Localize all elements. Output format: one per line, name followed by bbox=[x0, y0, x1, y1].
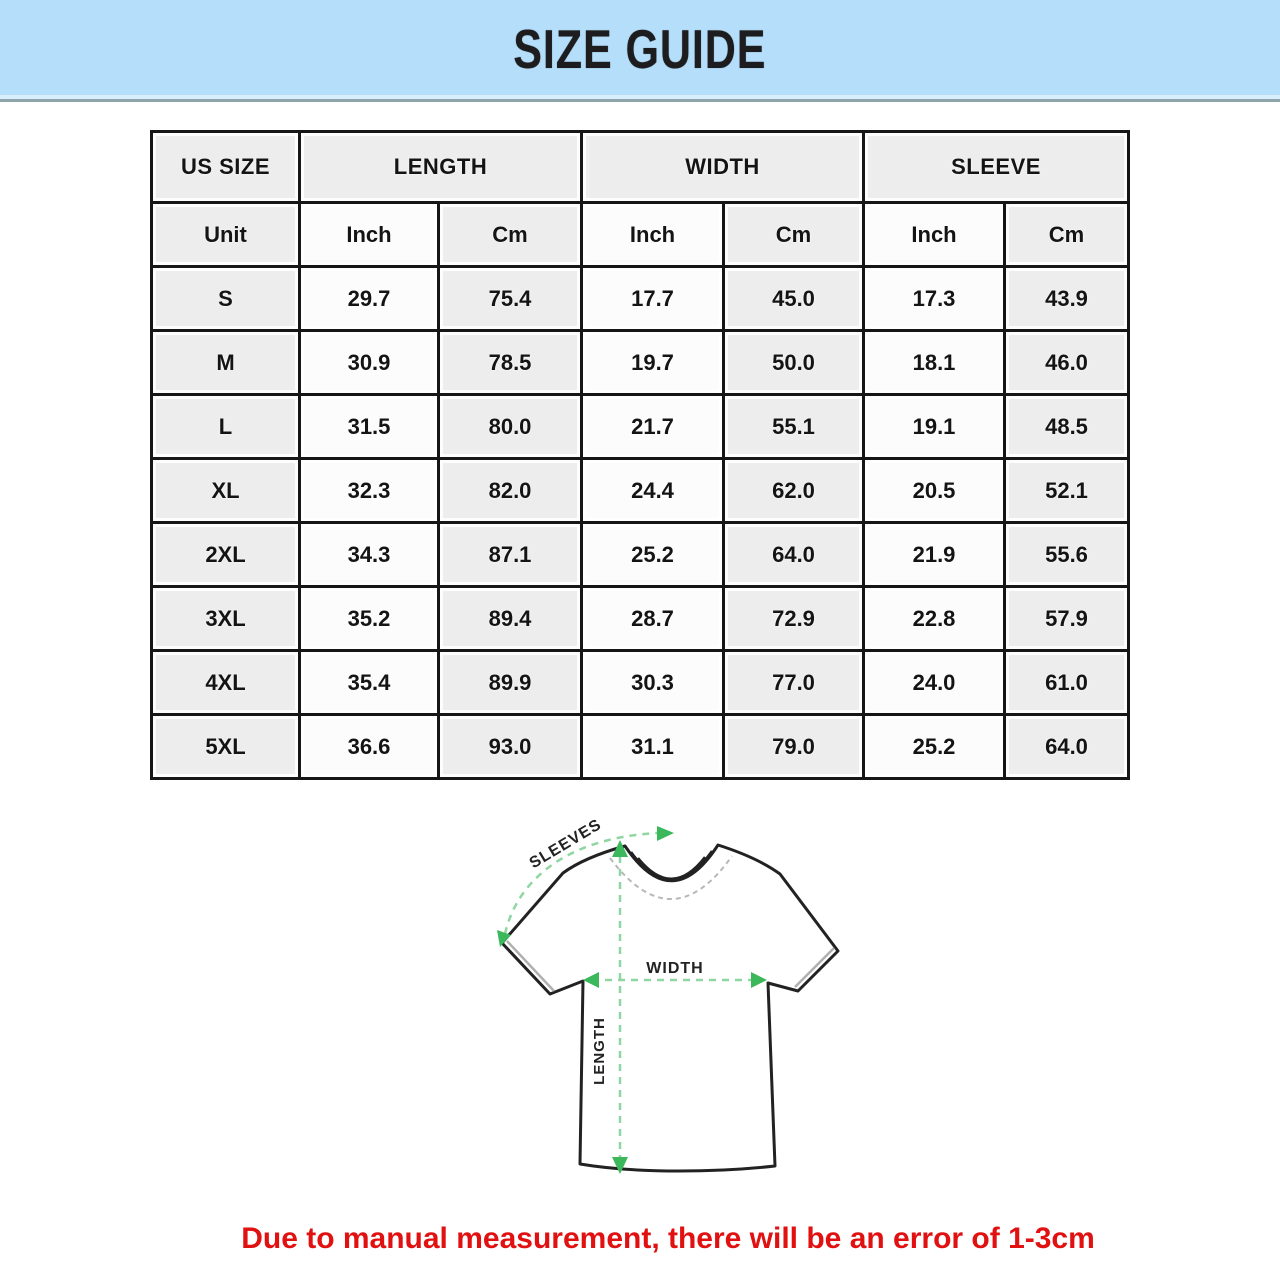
value-cell: 36.6 bbox=[298, 713, 440, 780]
table-row: XL 32.3 82.0 24.4 62.0 20.5 52.1 bbox=[150, 457, 1131, 524]
unit-cell: Inch bbox=[298, 201, 440, 268]
size-cell: M bbox=[150, 329, 301, 396]
value-cell: 64.0 bbox=[722, 521, 866, 588]
value-cell: 55.6 bbox=[1003, 521, 1131, 588]
sleeve-hem-line bbox=[794, 947, 835, 988]
size-cell: XL bbox=[150, 457, 301, 524]
value-cell: 21.7 bbox=[580, 393, 726, 460]
value-cell: 64.0 bbox=[1003, 713, 1131, 780]
unit-row: Unit Inch Cm Inch Cm Inch Cm bbox=[150, 201, 1131, 268]
width-label: WIDTH bbox=[646, 960, 703, 977]
value-cell: 75.4 bbox=[436, 265, 584, 332]
size-table-body: S 29.7 75.4 17.7 45.0 17.3 43.9 M 30.9 78.5 19.7 50… bbox=[150, 265, 1131, 780]
arrow-left-icon bbox=[583, 972, 599, 988]
unit-cell: Cm bbox=[436, 201, 584, 268]
tshirt-outline bbox=[500, 843, 840, 1173]
value-cell: 79.0 bbox=[722, 713, 866, 780]
value-cell: 21.9 bbox=[862, 521, 1007, 588]
value-cell: 43.9 bbox=[1003, 265, 1131, 332]
table-row: 5XL 36.6 93.0 31.1 79.0 25.2 64.0 bbox=[150, 713, 1131, 780]
value-cell: 22.8 bbox=[862, 585, 1007, 652]
arrow-right-icon bbox=[751, 972, 767, 988]
value-cell: 28.7 bbox=[580, 585, 726, 652]
value-cell: 30.9 bbox=[298, 329, 440, 396]
table-row: L 31.5 80.0 21.7 55.1 19.1 48.5 bbox=[150, 393, 1131, 460]
value-cell: 32.3 bbox=[298, 457, 440, 524]
table-row: 4XL 35.4 89.9 30.3 77.0 24.0 61.0 bbox=[150, 649, 1131, 716]
value-cell: 57.9 bbox=[1003, 585, 1131, 652]
collar-rib-line bbox=[637, 856, 706, 880]
measurement-disclaimer: Due to manual measurement, there will be… bbox=[241, 1222, 1095, 1255]
col-header-sleeve: SLEEVE bbox=[862, 130, 1131, 204]
unit-cell: Cm bbox=[1003, 201, 1131, 268]
value-cell: 77.0 bbox=[722, 649, 866, 716]
unit-cell: Cm bbox=[722, 201, 866, 268]
value-cell: 35.4 bbox=[298, 649, 440, 716]
value-cell: 55.1 bbox=[722, 393, 866, 460]
collar-dashed-curve bbox=[609, 855, 733, 900]
size-cell: 2XL bbox=[150, 521, 301, 588]
value-cell: 78.5 bbox=[436, 329, 584, 396]
size-cell: S bbox=[150, 265, 301, 332]
sleeves-arrow-curve bbox=[503, 831, 659, 935]
size-cell: L bbox=[150, 393, 301, 460]
value-cell: 87.1 bbox=[436, 521, 584, 588]
value-cell: 89.4 bbox=[436, 585, 584, 652]
length-label: LENGTH bbox=[591, 1017, 608, 1085]
table-row: 3XL 35.2 89.4 28.7 72.9 22.8 57.9 bbox=[150, 585, 1131, 652]
value-cell: 17.7 bbox=[580, 265, 726, 332]
value-cell: 18.1 bbox=[862, 329, 1007, 396]
unit-label: Unit bbox=[150, 201, 301, 268]
value-cell: 80.0 bbox=[436, 393, 584, 460]
value-cell: 93.0 bbox=[436, 713, 584, 780]
value-cell: 17.3 bbox=[862, 265, 1007, 332]
value-cell: 34.3 bbox=[298, 521, 440, 588]
unit-cell: Inch bbox=[862, 201, 1007, 268]
unit-cell: Inch bbox=[580, 201, 726, 268]
arrow-down-icon bbox=[612, 1157, 628, 1174]
value-cell: 30.3 bbox=[580, 649, 726, 716]
value-cell: 82.0 bbox=[436, 457, 584, 524]
col-header-width: WIDTH bbox=[580, 130, 866, 204]
value-cell: 61.0 bbox=[1003, 649, 1131, 716]
value-cell: 19.7 bbox=[580, 329, 726, 396]
value-cell: 50.0 bbox=[722, 329, 866, 396]
arrow-down-left-icon bbox=[497, 930, 511, 947]
page-title: SIZE GUIDE bbox=[513, 19, 767, 80]
arrow-right-icon bbox=[657, 826, 674, 841]
value-cell: 24.4 bbox=[580, 457, 726, 524]
value-cell: 24.0 bbox=[862, 649, 1007, 716]
value-cell: 48.5 bbox=[1003, 393, 1131, 460]
value-cell: 31.1 bbox=[580, 713, 726, 780]
value-cell: 35.2 bbox=[298, 585, 440, 652]
value-cell: 29.7 bbox=[298, 265, 440, 332]
value-cell: 31.5 bbox=[298, 393, 440, 460]
sleeve-hem-line bbox=[506, 940, 555, 992]
size-cell: 5XL bbox=[150, 713, 301, 780]
value-cell: 19.1 bbox=[862, 393, 1007, 460]
value-cell: 25.2 bbox=[862, 713, 1007, 780]
size-cell: 4XL bbox=[150, 649, 301, 716]
value-cell: 45.0 bbox=[722, 265, 866, 332]
table-row: S 29.7 75.4 17.7 45.0 17.3 43.9 bbox=[150, 265, 1131, 332]
size-cell: 3XL bbox=[150, 585, 301, 652]
value-cell: 89.9 bbox=[436, 649, 584, 716]
value-cell: 72.9 bbox=[722, 585, 866, 652]
table-row: 2XL 34.3 87.1 25.2 64.0 21.9 55.6 bbox=[150, 521, 1131, 588]
title-banner: SIZE GUIDE bbox=[0, 0, 1280, 102]
value-cell: 62.0 bbox=[722, 457, 866, 524]
value-cell: 20.5 bbox=[862, 457, 1007, 524]
table-header-row: US SIZE LENGTH WIDTH SLEEVE bbox=[150, 130, 1131, 204]
arrow-up-icon bbox=[612, 840, 628, 857]
value-cell: 52.1 bbox=[1003, 457, 1131, 524]
tshirt-measurement-diagram: WIDTH LENGTH SLEEVES bbox=[497, 816, 840, 1174]
col-header-length: LENGTH bbox=[297, 130, 584, 204]
value-cell: 46.0 bbox=[1003, 329, 1131, 396]
size-table: US SIZE LENGTH WIDTH SLEEVE Unit Inch Cm… bbox=[150, 130, 1131, 780]
col-header-us-size: US SIZE bbox=[150, 130, 301, 204]
value-cell: 25.2 bbox=[580, 521, 726, 588]
table-row: M 30.9 78.5 19.7 50.0 18.1 46.0 bbox=[150, 329, 1131, 396]
